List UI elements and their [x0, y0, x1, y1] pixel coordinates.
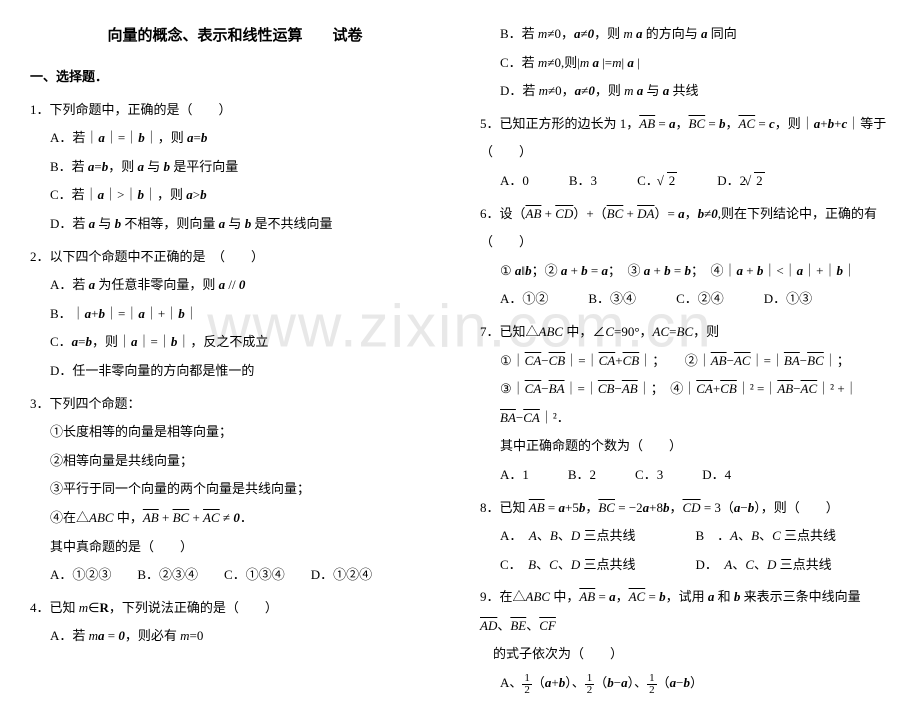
q6-opts: A．①② B．③④ C．②④ D．①③	[500, 285, 890, 314]
q7-sub2: ③｜CA−BA｜=｜CB−AB｜； ④｜CA+CB｜² =｜AB−AC｜² +｜…	[500, 375, 890, 432]
q1-stem: 1．下列命题中，正确的是（ ）	[30, 96, 440, 125]
q5-stem: 5．已知正方形的边长为 1，AB = a，BC = b，AC = c，则｜a+b…	[480, 110, 890, 167]
q9-stem: 9．在△ABC 中，AB = a，AC = b，试用 a 和 b 来表示三条中线…	[480, 583, 890, 640]
q2-opt-d: D．任一非零向量的方向都是惟一的	[50, 357, 440, 386]
q7-opts: A．1 B．2 C．3 D．4	[500, 461, 890, 490]
q7-sub1: ①｜CA−CB｜=｜CA+CB｜； ②｜AB−AC｜=｜BA−BC｜；	[500, 347, 890, 376]
question-2: 2．以下四个命题中不正确的是 （ ） A．若 a 为任意非零向量，则 a // …	[30, 243, 440, 386]
q1-opt-a: A．若｜a｜=｜b｜，则 a=b	[50, 124, 440, 153]
q8-a: A． A、B、D 三点共线	[500, 522, 635, 551]
q7-stem: 7．已知△ABC 中，∠C=90°，AC=BC，则	[480, 318, 890, 347]
q3-sub2: ②相等向量是共线向量；	[50, 447, 440, 476]
q3-opts: A．①②③ B．②③④ C．①③④ D．①②④	[50, 561, 440, 590]
question-5: 5．已知正方形的边长为 1，AB = a，BC = b，AC = c，则｜a+b…	[480, 110, 890, 196]
q6-a: A．①②	[500, 285, 548, 314]
q6-d: D．①③	[764, 285, 812, 314]
q9-opt-a: A、12（a+b）、12（b−a）、12（a−b）	[500, 669, 890, 698]
q1-opt-c: C．若｜a｜>｜b｜，则 a>b	[50, 181, 440, 210]
q5-a: A．0	[500, 167, 529, 196]
q8-opts-row1: A． A、B、D 三点共线 B ．A、B、C 三点共线	[500, 522, 890, 551]
q8-opts-row2: C． B、C、D 三点共线 D． A、C、D 三点共线	[500, 551, 890, 580]
question-4-left: 4．已知 m∈R，下列说法正确的是（ ） A．若 ma = 0，则必有 m=0	[30, 594, 440, 651]
q4-stem: 4．已知 m∈R，下列说法正确的是（ ）	[30, 594, 440, 623]
page-content: 向量的概念、表示和线性运算 试卷 一、选择题． 1．下列命题中，正确的是（ ） …	[0, 0, 920, 722]
question-6: 6．设（AB + CD）+（BC + DA）= a，b≠0,则在下列结论中，正确…	[480, 200, 890, 314]
question-7: 7．已知△ABC 中，∠C=90°，AC=BC，则 ①｜CA−CB｜=｜CA+C…	[480, 318, 890, 490]
q2-stem: 2．以下四个命题中不正确的是 （ ）	[30, 243, 440, 272]
q1-opt-b: B．若 a=b，则 a 与 b 是平行向量	[50, 153, 440, 182]
q3-sub1: ①长度相等的向量是相等向量；	[50, 418, 440, 447]
question-3: 3．下列四个命题： ①长度相等的向量是相等向量； ②相等向量是共线向量； ③平行…	[30, 390, 440, 590]
q4-opt-a: A．若 ma = 0，则必有 m=0	[50, 622, 440, 651]
q5-opts: A．0 B．3 C．2 D．22	[500, 167, 890, 196]
q8-d: D． A、C、D 三点共线	[695, 551, 831, 580]
q2-opt-a: A．若 a 为任意非零向量，则 a // 0	[50, 271, 440, 300]
q5-b: B．3	[569, 167, 597, 196]
q3-sub4: ④在△ABC 中，AB + BC + AC ≠ 0．	[50, 504, 440, 533]
q8-b: B ．A、B、C 三点共线	[695, 522, 836, 551]
question-4-right: B．若 m≠0，a≠0，则 m a 的方向与 a 同向 C．若 m≠0,则|m …	[480, 20, 890, 106]
q2-opt-b: B．｜a+b｜=｜a｜+｜b｜	[50, 300, 440, 329]
q6-stem: 6．设（AB + CD）+（BC + DA）= a，b≠0,则在下列结论中，正确…	[480, 200, 890, 257]
q1-opt-d: D．若 a 与 b 不相等，则向量 a 与 b 是不共线向量	[50, 210, 440, 239]
section-1-header: 一、选择题．	[30, 63, 440, 92]
q4-opt-d: D．若 m≠0，a≠0，则 m a 与 a 共线	[500, 77, 890, 106]
question-9: 9．在△ABC 中，AB = a，AC = b，试用 a 和 b 来表示三条中线…	[480, 583, 890, 697]
q9-stem2: 的式子依次为（ ）	[480, 640, 890, 669]
exam-title: 向量的概念、表示和线性运算 试卷	[30, 20, 440, 53]
q8-stem: 8．已知 AB = a+5b，BC = −2a+8b，CD = 3（a−b），则…	[480, 494, 890, 523]
q4-opt-b: B．若 m≠0，a≠0，则 m a 的方向与 a 同向	[500, 20, 890, 49]
question-1: 1．下列命题中，正确的是（ ） A．若｜a｜=｜b｜，则 a=b B．若 a=b…	[30, 96, 440, 239]
q2-opt-c: C．a=b，则｜a｜=｜b｜，反之不成立	[50, 328, 440, 357]
q6-b: B．③④	[588, 285, 636, 314]
q3-tail: 其中真命题的是（ ）	[50, 533, 440, 562]
q7-tail: 其中正确命题的个数为（ ）	[500, 432, 890, 461]
q3-stem: 3．下列四个命题：	[30, 390, 440, 419]
question-8: 8．已知 AB = a+5b，BC = −2a+8b，CD = 3（a−b），则…	[480, 494, 890, 580]
q3-sub3: ③平行于同一个向量的两个向量是共线向量；	[50, 475, 440, 504]
q4-opt-c: C．若 m≠0,则|m a |=m| a |	[500, 49, 890, 78]
q8-c: C． B、C、D 三点共线	[500, 551, 635, 580]
right-column: B．若 m≠0，a≠0，则 m a 的方向与 a 同向 C．若 m≠0,则|m …	[480, 20, 890, 702]
q5-c: C．2	[637, 167, 677, 196]
q6-c: C．②④	[676, 285, 724, 314]
q5-d: D．22	[717, 167, 764, 196]
q6-sub: ① a‖b；② a + b = a； ③ a + b = b； ④｜a + b｜…	[500, 257, 890, 286]
left-column: 向量的概念、表示和线性运算 试卷 一、选择题． 1．下列命题中，正确的是（ ） …	[30, 20, 440, 702]
